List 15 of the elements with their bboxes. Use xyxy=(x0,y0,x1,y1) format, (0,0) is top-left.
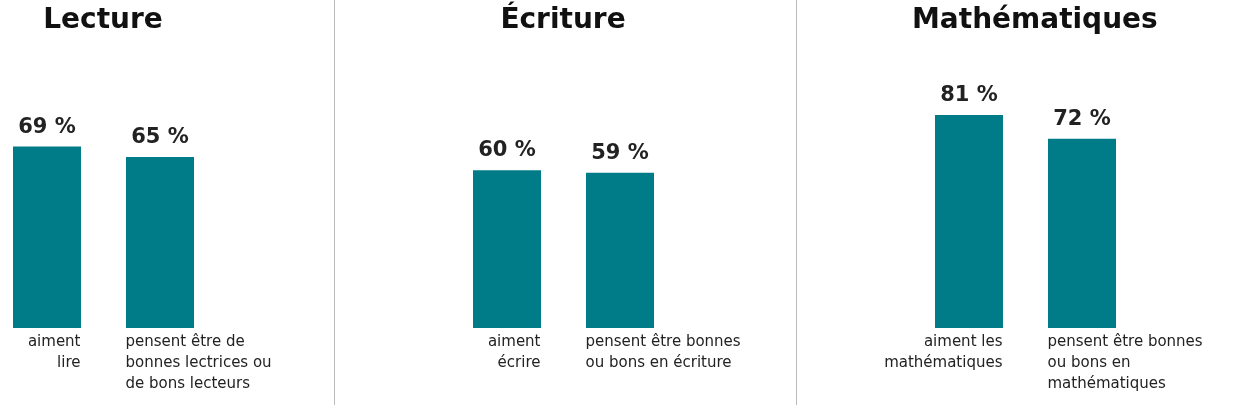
data-label: 65 % xyxy=(131,124,189,149)
data-label: 59 % xyxy=(591,139,649,164)
x-tick-label: aiment lire xyxy=(27,332,81,371)
data-label: 72 % xyxy=(1053,105,1111,130)
x-tick-label: pensent être bonnes ou bons en écriture xyxy=(585,332,741,371)
chart-title: Écriture xyxy=(499,2,627,35)
data-label: 60 % xyxy=(478,137,536,162)
data-label: 69 % xyxy=(18,113,76,138)
x-tick-label: aiment les mathématiques xyxy=(884,332,1003,371)
chart-title: Lecture xyxy=(42,2,164,35)
chart-title: Mathématiques xyxy=(912,2,1158,35)
x-tick-label: pensent être bonnes ou bons en mathématiques xyxy=(1047,332,1203,392)
data-label: 81 % xyxy=(940,82,998,106)
x-tick-label: aiment écrire xyxy=(487,332,541,371)
x-tick-label: pensent être de bonnes lectrices ou de bons lecteurs xyxy=(125,332,272,392)
